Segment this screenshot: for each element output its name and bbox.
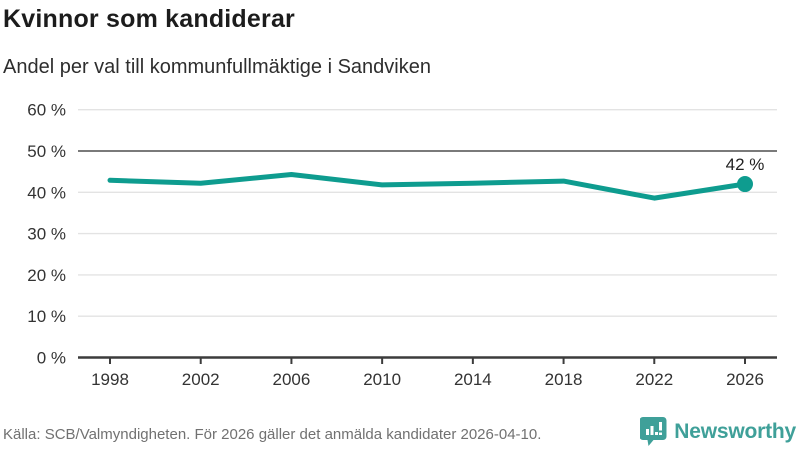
y-tick-label: 10 % — [27, 307, 66, 326]
y-tick-label: 0 % — [37, 349, 66, 368]
x-tick-label: 2014 — [454, 370, 492, 389]
page-title: Kvinnor som kandiderar — [3, 5, 295, 33]
y-tick-label: 50 % — [27, 142, 66, 161]
x-tick-label: 2018 — [545, 370, 583, 389]
newsworthy-logo: Newsworthy — [640, 417, 796, 446]
source-note: Källa: SCB/Valmyndigheten. För 2026 gäll… — [3, 426, 542, 443]
series-line — [107, 172, 748, 201]
y-tick-label: 30 % — [27, 225, 66, 244]
x-tick-label: 2026 — [726, 370, 764, 389]
x-tick-label: 2002 — [182, 370, 220, 389]
chart-subtitle: Andel per val till kommunfullmäktige i S… — [3, 56, 431, 78]
x-tick-label: 1998 — [91, 370, 129, 389]
y-tick-label: 20 % — [27, 266, 66, 285]
x-tick-label: 2022 — [635, 370, 673, 389]
x-tick-label: 2010 — [363, 370, 401, 389]
end-point-label: 42 % — [726, 155, 765, 174]
newsworthy-logo-icon — [640, 417, 667, 446]
newsworthy-logo-text: Newsworthy — [674, 419, 796, 443]
y-tick-label: 40 % — [27, 183, 66, 202]
x-tick-label: 2006 — [273, 370, 311, 389]
footer: Källa: SCB/Valmyndigheten. För 2026 gäll… — [0, 416, 800, 450]
end-point-marker — [737, 176, 753, 193]
y-tick-label: 60 % — [27, 101, 66, 120]
